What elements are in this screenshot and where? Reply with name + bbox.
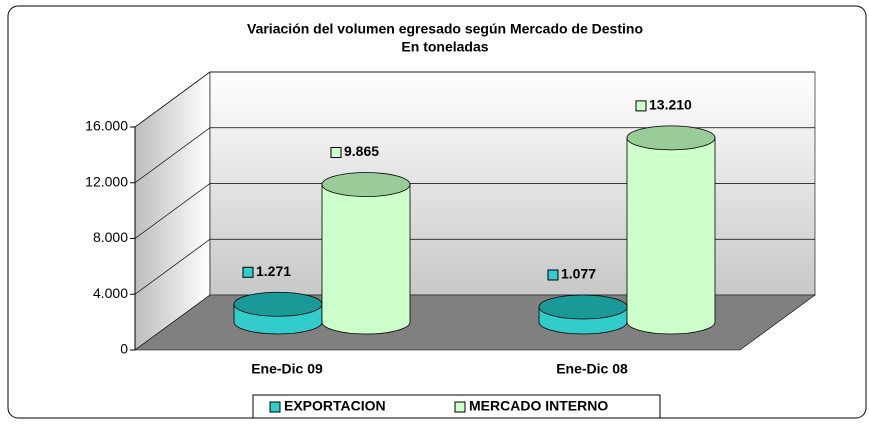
grid-line: [134, 238, 815, 295]
value-label-key: [242, 266, 254, 278]
cylinder-top: [233, 291, 323, 317]
y-tick-label: 0: [120, 341, 128, 357]
legend-label: MERCADO INTERNO: [469, 398, 608, 414]
y-tick-label: 8.000: [93, 229, 128, 245]
chart-subtitle: En toneladas: [401, 39, 488, 55]
value-label-key: [635, 100, 647, 112]
y-tick-label: 16.000: [85, 118, 128, 134]
legend-key: [269, 401, 281, 413]
cylinder-top: [321, 172, 411, 197]
cylinder: [626, 137, 716, 335]
y-tick-label: 4.000: [93, 285, 128, 301]
value-label: 1.077: [561, 266, 596, 282]
value-label: 1.271: [256, 263, 291, 279]
value-label-key: [547, 269, 559, 281]
value-label: 9.865: [344, 143, 379, 159]
legend-key: [454, 401, 466, 413]
x-tick-label: Ene-Dic 08: [556, 361, 628, 377]
cylinder: [321, 184, 411, 335]
cylinder-top: [626, 125, 716, 151]
y-tick-label: 12.000: [85, 173, 128, 189]
value-label: 13.210: [649, 97, 692, 113]
x-tick-label: Ene-Dic 09: [251, 361, 323, 377]
grid-line: [134, 183, 815, 239]
grid-line: [134, 127, 815, 184]
cylinder-top: [538, 294, 628, 320]
value-label-key: [330, 147, 342, 159]
legend-label: EXPORTACION: [284, 398, 386, 414]
grid-line: [134, 71, 815, 128]
chart-title: Variación del volumen egresado según Mer…: [247, 21, 643, 37]
